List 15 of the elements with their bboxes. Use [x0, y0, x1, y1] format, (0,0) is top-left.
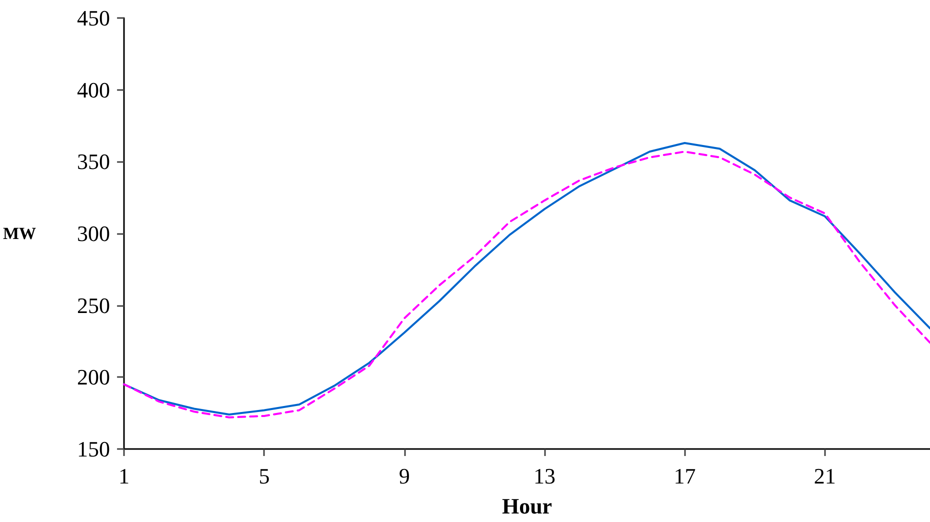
x-tick-label: 17	[674, 464, 696, 488]
x-tick-label: 5	[258, 464, 270, 488]
y-tick-label: 450	[77, 6, 110, 30]
x-tick-label: 21	[814, 464, 836, 488]
y-tick-label: 200	[77, 364, 110, 390]
x-tick-label: 1	[118, 464, 130, 488]
x-tick-label: 13	[534, 464, 556, 488]
y-tick-label: 250	[77, 292, 110, 318]
y-tick-label: 400	[77, 77, 110, 102]
y-axis-title: MW	[3, 224, 36, 243]
y-tick-label: 150	[77, 436, 110, 462]
x-tick-label: 9	[398, 464, 410, 488]
x-axis-title: Hour	[502, 494, 552, 518]
y-tick-label: 300	[77, 221, 110, 246]
y-tick-label: 350	[77, 149, 110, 174]
